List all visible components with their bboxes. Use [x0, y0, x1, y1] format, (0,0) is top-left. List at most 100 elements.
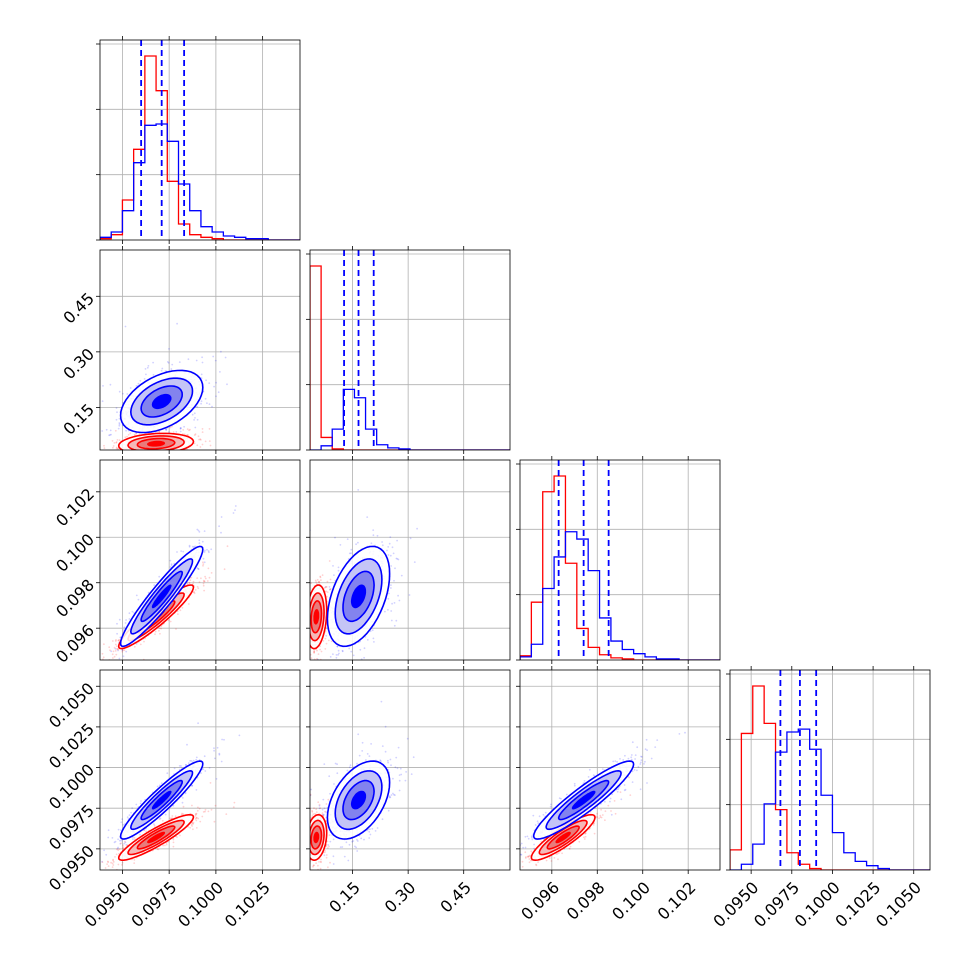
scatter-point	[187, 358, 190, 361]
scatter-point	[315, 581, 318, 583]
scatter-point	[220, 350, 222, 353]
scatter-point	[347, 558, 350, 560]
scatter-point	[396, 539, 398, 542]
panel-frame	[309, 249, 511, 451]
scatter-point	[214, 757, 216, 760]
scatter-point	[331, 674, 333, 676]
scatter-point	[170, 452, 172, 454]
scatter-point	[193, 419, 196, 421]
scatter-point	[206, 402, 208, 405]
scatter-point	[166, 361, 169, 363]
scatter-point	[201, 428, 204, 430]
scatter-point	[409, 537, 412, 540]
scatter-point	[152, 361, 155, 364]
scatter-point	[218, 752, 221, 755]
scatter-point	[350, 552, 352, 555]
scatter-point	[128, 618, 131, 620]
scatter-point	[325, 590, 328, 593]
scatter-point	[193, 434, 196, 436]
scatter-point	[180, 765, 182, 767]
scatter-point	[193, 592, 196, 595]
scatter-point	[104, 667, 106, 669]
scatter-point	[306, 602, 308, 604]
histogram-red	[100, 55, 300, 240]
scatter-point	[308, 619, 310, 621]
scatter-point	[138, 451, 140, 453]
panel-ticks	[96, 246, 264, 454]
scatter-point	[328, 586, 331, 588]
scatter-point	[114, 647, 117, 650]
scatter-point	[307, 638, 309, 640]
scatter-point	[306, 634, 308, 636]
scatter-point	[177, 451, 179, 453]
scatter-point	[184, 792, 187, 795]
scatter-point	[319, 575, 322, 578]
scatter-point	[306, 646, 308, 648]
scatter-point	[158, 575, 161, 578]
scatter-point	[341, 650, 344, 653]
scatter-point	[188, 581, 191, 584]
contour-core	[147, 440, 166, 447]
scatter-point	[120, 451, 122, 453]
scatter-point	[122, 655, 125, 658]
scatter-point	[164, 452, 166, 454]
scatter-point	[142, 454, 144, 456]
scatter-point	[139, 802, 142, 805]
scatter-point	[122, 824, 125, 826]
scatter-point	[203, 561, 206, 564]
scatter-point	[300, 653, 302, 655]
scatter-point	[182, 550, 185, 553]
scatter-point	[202, 564, 204, 567]
scatter-point	[205, 379, 208, 382]
scatter-point	[162, 455, 164, 457]
scatter-point	[123, 649, 126, 652]
scatter-point	[336, 645, 339, 648]
scatter-2d	[101, 322, 228, 474]
scatter-point	[119, 451, 121, 453]
scatter-point	[400, 574, 403, 577]
scatter-point	[384, 610, 386, 613]
scatter-point	[117, 639, 120, 642]
scatter-point	[306, 611, 308, 613]
scatter-point	[154, 630, 157, 633]
scatter-point	[175, 628, 177, 630]
scatter-point	[118, 423, 121, 426]
scatter-point	[386, 549, 388, 552]
y-tick-label: 0.45	[59, 289, 98, 328]
scatter-point	[116, 439, 119, 441]
scatter-point	[148, 457, 150, 459]
scatter-point	[393, 624, 396, 627]
scatter-point	[108, 665, 110, 667]
scatter-point	[171, 363, 174, 366]
scatter-point	[189, 579, 192, 582]
scatter-point	[159, 450, 161, 452]
scatter-point	[116, 448, 119, 450]
scatter-point	[117, 453, 119, 455]
scatter-point	[118, 424, 121, 427]
scatter-point	[127, 433, 130, 436]
scatter-point	[191, 413, 194, 416]
histogram-blue	[310, 388, 510, 450]
scatter-point	[328, 560, 331, 562]
scatter-point	[371, 629, 374, 632]
scatter-point	[116, 648, 119, 650]
scatter-point	[129, 432, 132, 435]
scatter-2d	[300, 489, 418, 676]
scatter-point	[203, 551, 206, 553]
scatter-point	[218, 753, 221, 756]
scatter-point	[310, 657, 313, 660]
scatter-point	[209, 444, 212, 447]
scatter-point	[394, 567, 396, 570]
scatter-point	[200, 402, 203, 405]
scatter-point	[176, 454, 178, 456]
y-tick-label: 0.100	[52, 530, 98, 576]
scatter-point	[390, 565, 392, 567]
scatter-point	[203, 755, 206, 758]
scatter-point	[156, 453, 158, 455]
scatter-point	[140, 800, 142, 802]
scatter-point	[195, 758, 198, 761]
scatter-point	[224, 356, 227, 359]
scatter-point	[126, 472, 128, 474]
scatter-point	[204, 397, 207, 400]
scatter-point	[126, 435, 128, 438]
